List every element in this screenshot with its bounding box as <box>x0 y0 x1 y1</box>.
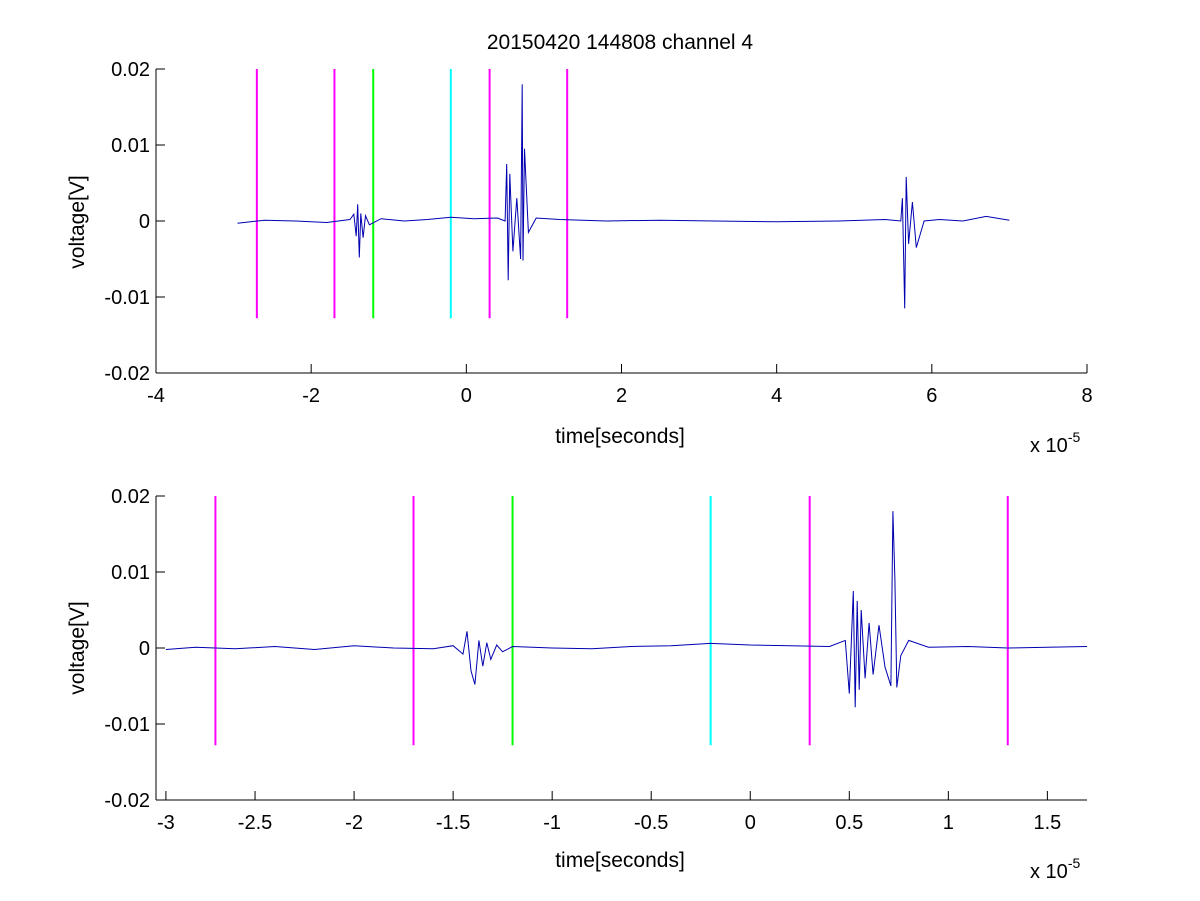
top-plot: -4 -2 0 2 4 6 8 -0.02 -0.01 0 0.01 0.02 time[second… <box>66 59 1093 457</box>
bottom-x-axis-label: time[seconds] <box>555 849 685 872</box>
bottom-plot: -3 -2.5 -2 -1.5 -1 -0.5 0 0.5 1 1.5 -0.02 -0.01 0 0.0… <box>66 486 1088 883</box>
x-tick-label: 1 <box>943 812 954 834</box>
y-tick-label: -0.01 <box>104 714 150 736</box>
x-tick-label: 6 <box>926 385 937 407</box>
x-tick-label: -2.5 <box>238 812 272 834</box>
bottom-trace <box>165 511 1088 708</box>
top-marker-lines <box>255 69 569 319</box>
y-tick-label: 0 <box>139 211 150 233</box>
bottom-x-scale-label: x 10-5 <box>1030 855 1080 883</box>
x-tick-label: 1.5 <box>1033 812 1061 834</box>
bottom-marker-lines <box>214 496 1009 746</box>
x-tick-label: -1 <box>543 812 561 834</box>
x-tick-label: -3 <box>157 812 175 834</box>
y-tick-label: 0.01 <box>111 135 150 157</box>
y-tick-label: -0.02 <box>104 363 150 385</box>
y-tick-label: 0.02 <box>111 486 150 508</box>
figure-title: 20150420 144808 channel 4 <box>487 31 754 54</box>
top-x-scale-label: x 10-5 <box>1030 429 1080 457</box>
x-tick-label: 8 <box>1081 385 1092 407</box>
top-x-axis-label: time[seconds] <box>555 425 685 448</box>
x-tick-label: 0.5 <box>835 812 863 834</box>
x-tick-label: -2 <box>302 385 320 407</box>
y-tick-label: -0.01 <box>104 287 150 309</box>
x-tick-label: 0 <box>745 812 756 834</box>
x-tick-label: 2 <box>616 385 627 407</box>
y-tick-label: 0.02 <box>111 59 150 81</box>
x-tick-label: -4 <box>147 385 165 407</box>
x-tick-label: 0 <box>461 385 472 407</box>
top-y-axis-label: voltage[V] <box>66 175 89 268</box>
top-trace <box>237 84 1010 309</box>
top-axes: -4 -2 0 2 4 6 8 -0.02 -0.01 0 0.01 0.02 <box>104 59 1092 407</box>
x-tick-label: -2 <box>345 812 363 834</box>
y-tick-label: 0 <box>139 638 150 660</box>
y-tick-label: 0.01 <box>111 562 150 584</box>
bottom-axes: -3 -2.5 -2 -1.5 -1 -0.5 0 0.5 1 1.5 -0.02 -0.01 0 0.0… <box>104 486 1087 834</box>
bottom-y-axis-label: voltage[V] <box>66 601 89 694</box>
x-tick-label: -0.5 <box>634 812 668 834</box>
y-tick-label: -0.02 <box>104 790 150 812</box>
x-tick-label: -1.5 <box>436 812 470 834</box>
x-tick-label: 4 <box>771 385 782 407</box>
voltage-trace-line <box>237 84 1010 309</box>
voltage-trace-line <box>165 511 1088 708</box>
